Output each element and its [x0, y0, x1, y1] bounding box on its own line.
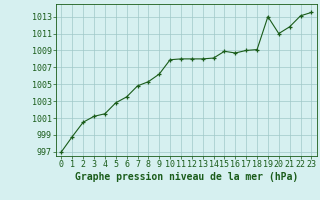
X-axis label: Graphe pression niveau de la mer (hPa): Graphe pression niveau de la mer (hPa): [75, 172, 298, 182]
